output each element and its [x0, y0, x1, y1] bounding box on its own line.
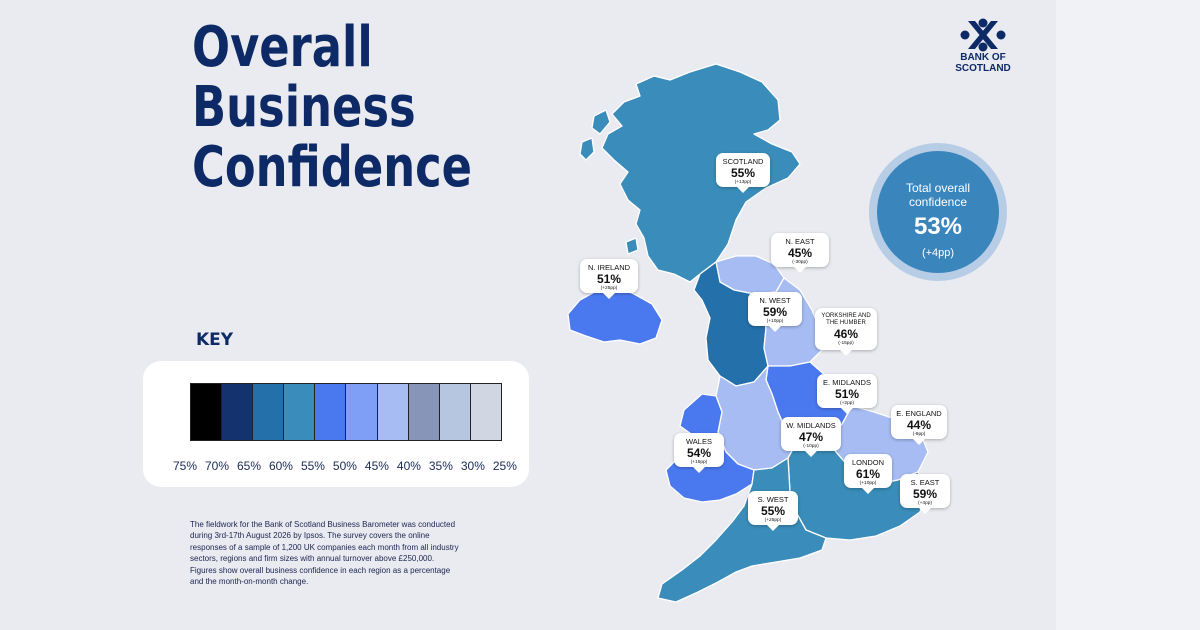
callout-e-england-name: E. ENGLAND [896, 409, 942, 418]
key-heading: KEY [196, 330, 234, 350]
callout-n-west[interactable]: N. WEST 59% (+10pp) [748, 292, 802, 332]
title-line-1: Overall [192, 15, 373, 80]
callout-scotland-value: 55% [730, 166, 756, 180]
key-swatch-2 [222, 384, 254, 440]
key-tick-label: 60% [268, 459, 293, 473]
callout-w-midlands-value: 47% [798, 430, 824, 444]
key-tick-label: 65% [236, 459, 261, 473]
key-tick-label: 50% [332, 459, 357, 473]
key-tick-label: 55% [300, 459, 325, 473]
key-scale-labels: 75% 70% 65% 60% 55% 50% 45% 40% 35% 30% 25% [173, 459, 517, 473]
callout-e-midlands-change: (+2pp) [840, 401, 854, 406]
callout-s-west-value: 55% [760, 504, 786, 518]
callout-scotland-name: SCOTLAND [722, 157, 764, 166]
callout-scotland-change: (+13pp) [734, 180, 752, 185]
region-scotland[interactable] [601, 63, 801, 283]
key-tick-label: 25% [492, 459, 517, 473]
total-confidence-value: 53% [913, 213, 963, 240]
callout-n-west-change: (+10pp) [766, 319, 784, 324]
callout-w-midlands[interactable]: W. MIDLANDS 47% (-10pp) [781, 417, 841, 457]
title-line-3: Confidence [192, 135, 473, 200]
total-confidence-label: Total overall confidence [905, 181, 971, 209]
page-title: Overall Business Confidence [192, 18, 472, 198]
saltire-icon [960, 18, 1006, 52]
key-tick-label: 30% [460, 459, 485, 473]
callout-wales[interactable]: WALES 54% (+15pp) [674, 433, 724, 473]
callout-wales-value: 54% [686, 446, 712, 460]
callout-n-east-change: (-30pp) [792, 260, 808, 265]
callout-s-east[interactable]: S. EAST 59% (+4pp) [900, 474, 950, 514]
callout-e-england[interactable]: E. ENGLAND 44% (-9pp) [891, 405, 947, 445]
callout-s-east-change: (+4pp) [918, 501, 932, 506]
key-swatch-5 [315, 384, 347, 440]
region-scotland-islay [625, 237, 639, 255]
callout-scotland[interactable]: SCOTLAND 55% (+13pp) [716, 153, 770, 193]
callout-n-ireland-value: 51% [596, 272, 622, 286]
callout-wales-change: (+15pp) [690, 460, 708, 465]
brand-name-line-1: BANK OF [960, 52, 1006, 63]
region-n-ireland[interactable] [567, 285, 663, 345]
callout-w-midlands-name: W. MIDLANDS [786, 421, 836, 430]
key-swatch-4 [284, 384, 316, 440]
key-color-scale [190, 383, 502, 441]
key-tick-label: 75% [173, 459, 198, 473]
key-swatch-3 [253, 384, 285, 440]
bank-of-scotland-logo: BANK OF SCOTLAND [948, 18, 1018, 74]
key-swatch-1 [191, 384, 223, 440]
callout-s-west-change: (+25pp) [764, 518, 782, 523]
callout-yorkshire-name: YORKSHIRE AND THE HUMBER [821, 313, 871, 326]
uk-regions-map [567, 63, 929, 603]
total-confidence-circle: Total overall confidence 53% (+4pp) [877, 151, 999, 273]
callout-wales-name: WALES [686, 437, 712, 446]
callout-e-england-change: (-9pp) [912, 432, 926, 437]
key-tick-label: 70% [204, 459, 230, 473]
key-swatch-7 [377, 384, 409, 440]
key-legend-panel: 75% 70% 65% 60% 55% 50% 45% 40% 35% 30% 25% [143, 361, 529, 487]
callout-n-west-name: N. WEST [759, 296, 791, 305]
callout-s-west[interactable]: S. WEST 55% (+25pp) [748, 491, 798, 531]
key-tick-label: 45% [364, 459, 389, 473]
callout-yorkshire-change: (-15pp) [838, 341, 854, 346]
callout-e-england-value: 44% [906, 418, 932, 432]
callout-london-change: (+10pp) [859, 481, 877, 486]
callout-n-ireland-change: (+25pp) [600, 286, 618, 291]
callout-yorkshire-value: 46% [833, 327, 859, 341]
key-swatch-10 [470, 384, 501, 440]
key-tick-label: 35% [428, 459, 453, 473]
callout-s-east-value: 59% [912, 487, 938, 501]
callout-s-east-name: S. EAST [910, 478, 940, 487]
callout-n-ireland-name: N. IRELAND [587, 263, 631, 272]
callout-london[interactable]: LONDON 61% (+10pp) [844, 454, 892, 494]
total-confidence-badge: Total overall confidence 53% (+4pp) [869, 143, 1007, 281]
callout-london-name: LONDON [851, 458, 885, 467]
callout-s-west-name: S. WEST [757, 495, 789, 504]
callout-n-east-name: N. EAST [785, 237, 815, 246]
callout-n-west-value: 59% [762, 305, 788, 319]
right-margin-panel [1056, 0, 1200, 630]
key-swatch-9 [439, 384, 471, 440]
region-scotland-western-isles [579, 109, 611, 161]
brand-name-line-2: SCOTLAND [955, 63, 1011, 74]
methodology-note: The fieldwork for the Bank of Scotland B… [190, 520, 459, 587]
title-line-2: Business [192, 75, 416, 140]
callout-n-east-value: 45% [787, 246, 813, 260]
callout-yorkshire[interactable]: YORKSHIRE AND THE HUMBER 46% (-15pp) [815, 308, 877, 356]
key-tick-label: 40% [396, 459, 421, 473]
key-swatch-8 [408, 384, 440, 440]
total-confidence-change: (+4pp) [921, 247, 955, 259]
callout-e-midlands-value: 51% [834, 387, 860, 401]
callout-e-midlands-name: E. MIDLANDS [823, 378, 871, 387]
callout-london-value: 61% [855, 467, 881, 481]
key-swatch-6 [346, 384, 378, 440]
callout-e-midlands[interactable]: E. MIDLANDS 51% (+2pp) [817, 374, 877, 414]
callout-n-east[interactable]: N. EAST 45% (-30pp) [771, 233, 829, 273]
callout-n-ireland[interactable]: N. IRELAND 51% (+25pp) [580, 259, 638, 299]
callout-w-midlands-change: (-10pp) [803, 444, 819, 449]
